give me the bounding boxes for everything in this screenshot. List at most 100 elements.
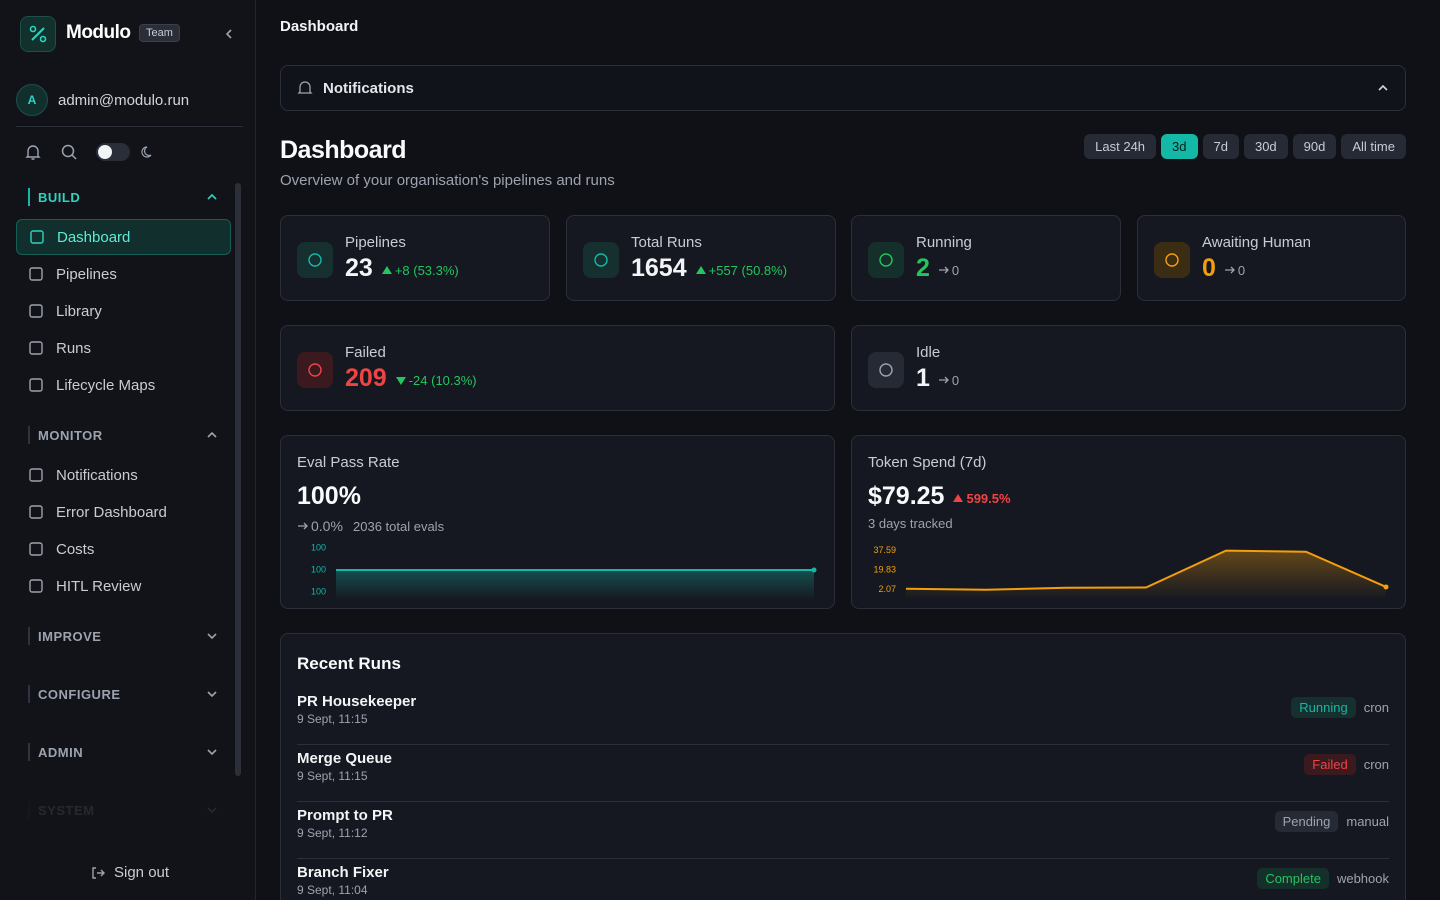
stat-value: 23 bbox=[345, 254, 373, 282]
nav-item[interactable]: Costs bbox=[16, 531, 231, 567]
stat-value: 1 bbox=[916, 364, 930, 392]
run-row[interactable]: Prompt to PR 9 Sept, 11:12 Pending manual bbox=[297, 802, 1389, 859]
notifications-title: Notifications bbox=[323, 79, 414, 97]
p bbox=[297, 81, 313, 94]
p bbox=[225, 29, 232, 39]
metric-delta: 0.0% bbox=[297, 518, 343, 534]
chevron bbox=[1378, 84, 1388, 91]
stat-card: Failed 209 -24 (10.3%) bbox=[280, 325, 835, 411]
breadcrumb: Dashboard bbox=[280, 18, 359, 35]
run-name: Branch Fixer bbox=[297, 864, 389, 881]
stat-value: 209 bbox=[345, 364, 387, 392]
stat-icon-glyph bbox=[308, 363, 322, 377]
nav-item[interactable]: Library bbox=[16, 293, 231, 329]
y-tick-label: 100 bbox=[311, 586, 326, 596]
r bbox=[29, 341, 43, 355]
search-icon bbox=[61, 144, 77, 160]
arrow bbox=[1224, 266, 1235, 274]
p bbox=[92, 866, 105, 879]
nav-item[interactable]: HITL Review bbox=[16, 568, 231, 604]
user-email[interactable]: admin@modulo.run bbox=[58, 92, 190, 109]
metric-card: Eval Pass Rate 100% 0.0% 2036 total evals 10… bbox=[280, 435, 835, 609]
p bbox=[71, 154, 77, 160]
metric-row: $79.25 599.5% bbox=[868, 482, 1011, 511]
stat-icon bbox=[1154, 242, 1190, 278]
nav-icon bbox=[29, 304, 43, 318]
range-button[interactable]: 3d bbox=[1161, 134, 1198, 159]
sign-out[interactable]: Sign out bbox=[90, 864, 169, 881]
section-header[interactable]: CONFIGURE bbox=[28, 685, 218, 703]
section-title: SYSTEM bbox=[38, 802, 95, 818]
chevron bbox=[207, 691, 217, 698]
scrollbar bbox=[235, 183, 241, 776]
section-header[interactable]: BUILD bbox=[28, 188, 218, 206]
run-meta: Complete webhook bbox=[1257, 868, 1389, 889]
nav-item[interactable]: Notifications bbox=[16, 457, 231, 493]
nav-item[interactable]: Pipelines bbox=[16, 256, 231, 292]
stat-value: 2 bbox=[916, 254, 930, 282]
chevron bbox=[207, 193, 217, 200]
range-button[interactable]: Last 24h bbox=[1084, 134, 1157, 159]
stat-delta: -24 (10.3%) bbox=[395, 373, 477, 388]
area bbox=[336, 570, 814, 600]
r bbox=[29, 505, 43, 519]
logo-dot bbox=[39, 35, 47, 43]
nav-icon bbox=[29, 579, 43, 593]
trend-icon bbox=[395, 377, 406, 385]
chevron-path bbox=[207, 749, 217, 756]
run-row[interactable]: PR Housekeeper 9 Sept, 11:15 Running cron bbox=[297, 688, 1389, 745]
nav-item[interactable]: Lifecycle Maps bbox=[16, 367, 231, 403]
nav-label: Lifecycle Maps bbox=[56, 376, 156, 394]
nav-item[interactable]: Error Dashboard bbox=[16, 494, 231, 530]
arrow bbox=[938, 376, 949, 384]
nav-label: Runs bbox=[56, 339, 92, 357]
trend-icon bbox=[298, 522, 308, 530]
range-button[interactable]: 30d bbox=[1243, 134, 1288, 159]
logo-icon bbox=[29, 25, 47, 43]
section-header[interactable]: MONITOR bbox=[28, 426, 218, 444]
range-button[interactable]: 90d bbox=[1292, 134, 1337, 159]
notifications-panel[interactable]: Notifications bbox=[280, 65, 1406, 111]
chevron bbox=[207, 807, 217, 814]
nav-item[interactable]: Runs bbox=[16, 330, 231, 366]
trend-icon bbox=[1224, 266, 1235, 274]
collapse-button[interactable] bbox=[222, 27, 236, 46]
nav-item[interactable]: Dashboard bbox=[16, 219, 231, 255]
section-header[interactable]: IMPROVE bbox=[28, 627, 218, 645]
range-button[interactable]: All time bbox=[1341, 134, 1406, 159]
line bbox=[905, 549, 1387, 591]
arrow bbox=[938, 266, 949, 274]
triangle bbox=[381, 266, 392, 274]
section-title: BUILD bbox=[38, 189, 81, 205]
run-row[interactable]: Merge Queue 9 Sept, 11:15 Failed cron bbox=[297, 745, 1389, 802]
nav-label: Notifications bbox=[56, 466, 138, 484]
run-meta: Failed cron bbox=[1304, 754, 1389, 775]
nav-label: HITL Review bbox=[56, 577, 142, 595]
section-header[interactable]: SYSTEM bbox=[28, 801, 218, 819]
nav-icon bbox=[29, 542, 43, 556]
run-time: 9 Sept, 11:12 bbox=[297, 826, 368, 840]
triangle bbox=[395, 377, 406, 385]
range-button[interactable]: 7d bbox=[1202, 134, 1239, 159]
stat-delta-text: 0 bbox=[1237, 262, 1246, 278]
run-row[interactable]: Branch Fixer 9 Sept, 11:04 Complete webhook bbox=[297, 859, 1389, 900]
nav-label: Error Dashboard bbox=[56, 503, 167, 521]
stat-icon bbox=[868, 352, 904, 388]
chevron bbox=[207, 431, 217, 438]
r bbox=[29, 468, 43, 482]
r bbox=[29, 579, 43, 593]
stat-label: Awaiting Human bbox=[1202, 234, 1311, 251]
status-badge: Complete bbox=[1257, 868, 1329, 889]
trend-icon bbox=[695, 266, 706, 274]
stat-label: Failed bbox=[345, 344, 386, 361]
stat-icon bbox=[297, 352, 333, 388]
c bbox=[61, 144, 75, 158]
stat-icon bbox=[868, 242, 904, 278]
run-name: Merge Queue bbox=[297, 750, 393, 767]
section-header[interactable]: ADMIN bbox=[28, 743, 218, 761]
run-trigger: cron bbox=[1363, 700, 1389, 715]
stat-delta: +557 (50.8%) bbox=[695, 263, 787, 278]
nav-icon bbox=[29, 267, 43, 281]
stat-delta-text: -24 (10.3%) bbox=[408, 372, 477, 388]
